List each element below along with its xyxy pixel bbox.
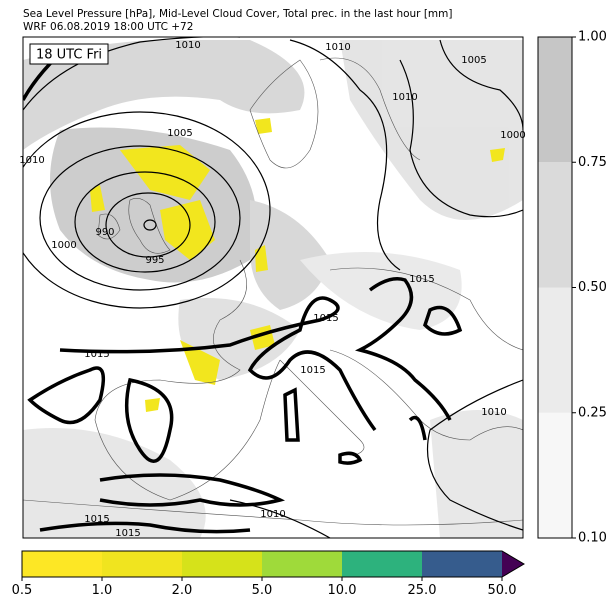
contour-label: 1000 (500, 130, 525, 141)
precip-colorbar-tick-label: 0.5 (12, 583, 33, 598)
contour-label: 1015 (84, 349, 109, 360)
precip-colorbar-segment (262, 551, 343, 577)
contour-label: 1010 (392, 92, 417, 103)
title: Sea Level Pressure [hPa], Mid-Level Clou… (23, 8, 453, 20)
time-label-box (29, 43, 109, 65)
cloud-colorbar-segment (538, 287, 572, 413)
contour-label: 1005 (167, 128, 192, 139)
precip-colorbar-segment (22, 551, 103, 577)
contour-label: 1010 (481, 407, 506, 418)
precip-colorbar-tick-label: 25.0 (408, 583, 437, 598)
cloud-colorbar-tick-label: 0.10 (578, 531, 607, 546)
precip-colorbar-frame (21, 550, 525, 578)
contour-label: 1010 (260, 509, 285, 520)
contour-label: 1015 (409, 274, 434, 285)
contour-label: 1010 (325, 42, 350, 53)
precip-colorbar-tick-label: 10.0 (328, 583, 357, 598)
cloud-colorbar-segment (538, 412, 572, 538)
precip-colorbar-segment (342, 551, 423, 577)
precip-colorbar-segment (422, 551, 503, 577)
precip-colorbar-tick-label: 2.0 (172, 583, 193, 598)
contour-label: 990 (95, 227, 114, 238)
contour-label: 1010 (175, 40, 200, 51)
map (23, 37, 523, 538)
contour-label: 995 (145, 255, 164, 266)
contour-label: 1015 (84, 514, 109, 525)
cloud-colorbar-tick-label: 1.00 (578, 30, 607, 45)
precip-colorbar-tick-label: 1.0 (92, 583, 113, 598)
contour-label: 1000 (51, 240, 76, 251)
cloud-colorbar-tick-label: 0.25 (578, 405, 607, 420)
precip-colorbar-segment (102, 551, 183, 577)
contour-label: 1015 (115, 528, 140, 539)
precip-colorbar-tick-label: 50.0 (488, 583, 517, 598)
time-label: 18 UTC Fri (36, 48, 102, 63)
contour-label: 1015 (313, 313, 338, 324)
precip-colorbar-tick-label: 5.0 (252, 583, 273, 598)
cloud-colorbar-segment (538, 162, 572, 288)
contour-labels: 1010 1010 1005 1010 1000 1005 1010 990 9… (19, 40, 525, 539)
cloud-colorbar-tick-label: 0.50 (578, 280, 607, 295)
precip-colorbar-segment (182, 551, 263, 577)
subtitle: WRF 06.08.2019 18:00 UTC +72 (23, 21, 193, 33)
cloud-colorbar-tick-label: 0.75 (578, 155, 607, 170)
contour-label: 1005 (461, 55, 486, 66)
contour-label: 1010 (19, 155, 44, 166)
precip-colorbar-extend (502, 551, 524, 577)
contour-label: 1015 (300, 365, 325, 376)
map-frame (22, 36, 524, 539)
cloud-colorbar-segment (538, 37, 572, 163)
